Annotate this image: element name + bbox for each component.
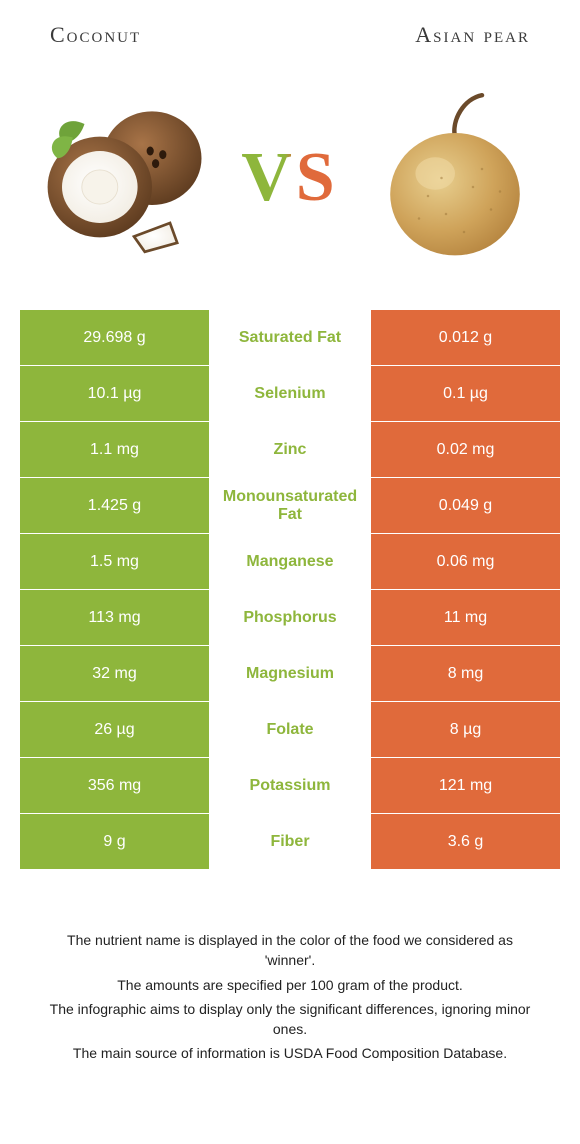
nutrient-label-cell: Folate (209, 702, 371, 757)
hero-row: VS (20, 58, 560, 298)
nutrient-table: 29.698 gSaturated Fat0.012 g10.1 µgSelen… (20, 310, 560, 870)
nutrient-label-cell: Selenium (209, 366, 371, 421)
left-value-cell: 9 g (20, 814, 209, 869)
nutrient-label-cell: Potassium (209, 758, 371, 813)
table-row: 1.1 mgZinc0.02 mg (20, 422, 560, 478)
right-value-cell: 0.06 mg (371, 534, 560, 589)
right-food-title: Asian pear (415, 22, 530, 48)
footnote-line: The main source of information is USDA F… (44, 1043, 536, 1063)
footnote-line: The infographic aims to display only the… (44, 999, 536, 1040)
table-row: 113 mgPhosphorus11 mg (20, 590, 560, 646)
nutrient-label-cell: Magnesium (209, 646, 371, 701)
left-value-cell: 1.425 g (20, 478, 209, 533)
table-row: 1.5 mgManganese0.06 mg (20, 534, 560, 590)
table-row: 356 mgPotassium121 mg (20, 758, 560, 814)
left-food-image (25, 78, 225, 278)
table-row: 1.425 gMonounsaturated Fat0.049 g (20, 478, 560, 534)
footnote-line: The nutrient name is displayed in the co… (44, 930, 536, 971)
footnote-line: The amounts are specified per 100 gram o… (44, 975, 536, 995)
table-row: 26 µgFolate8 µg (20, 702, 560, 758)
right-value-cell: 11 mg (371, 590, 560, 645)
table-row: 32 mgMagnesium8 mg (20, 646, 560, 702)
asian-pear-icon (365, 88, 545, 268)
left-food-title: Coconut (50, 22, 141, 48)
right-value-cell: 121 mg (371, 758, 560, 813)
right-value-cell: 0.02 mg (371, 422, 560, 477)
right-value-cell: 8 mg (371, 646, 560, 701)
left-value-cell: 1.1 mg (20, 422, 209, 477)
left-value-cell: 29.698 g (20, 310, 209, 365)
left-value-cell: 1.5 mg (20, 534, 209, 589)
footnotes: The nutrient name is displayed in the co… (20, 930, 560, 1064)
nutrient-label-cell: Manganese (209, 534, 371, 589)
coconut-icon (35, 88, 215, 268)
left-value-cell: 10.1 µg (20, 366, 209, 421)
table-row: 10.1 µgSelenium0.1 µg (20, 366, 560, 422)
right-value-cell: 3.6 g (371, 814, 560, 869)
nutrient-label-cell: Fiber (209, 814, 371, 869)
vs-label: VS (235, 138, 344, 218)
nutrient-label-cell: Monounsaturated Fat (209, 478, 371, 533)
left-value-cell: 26 µg (20, 702, 209, 757)
nutrient-label-cell: Phosphorus (209, 590, 371, 645)
table-row: 29.698 gSaturated Fat0.012 g (20, 310, 560, 366)
right-value-cell: 0.1 µg (371, 366, 560, 421)
right-value-cell: 0.049 g (371, 478, 560, 533)
right-value-cell: 8 µg (371, 702, 560, 757)
right-value-cell: 0.012 g (371, 310, 560, 365)
left-value-cell: 32 mg (20, 646, 209, 701)
table-row: 9 gFiber3.6 g (20, 814, 560, 870)
left-value-cell: 113 mg (20, 590, 209, 645)
nutrient-label-cell: Saturated Fat (209, 310, 371, 365)
left-value-cell: 356 mg (20, 758, 209, 813)
nutrient-label-cell: Zinc (209, 422, 371, 477)
right-food-image (355, 78, 555, 278)
